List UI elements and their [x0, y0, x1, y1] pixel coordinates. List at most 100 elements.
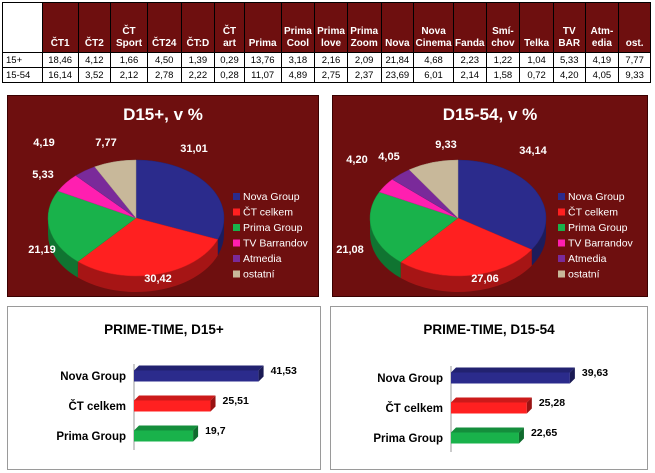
- row-label: 15+: [2, 52, 43, 68]
- bar-front: [134, 370, 259, 382]
- table-cell: 4,20: [552, 67, 586, 83]
- bar-front: [451, 402, 527, 414]
- legend-label: Atmedia: [243, 253, 282, 265]
- bar-side: [526, 397, 532, 414]
- bar-2: [451, 427, 524, 444]
- pie-sides: [370, 218, 546, 292]
- bar-chart-d15: PRIME-TIME, D15+ Nova Group 41,53 ČT celkem…: [56, 322, 297, 450]
- bar-chart-d15-54: PRIME-TIME, D15-54 Nova Group 39,63 ČT celk…: [373, 322, 608, 452]
- bar-2: [134, 425, 199, 442]
- bar-category-label: Nova Group: [60, 371, 126, 383]
- pie-slice-side: [370, 218, 401, 279]
- bar-top: [134, 365, 264, 371]
- table-header-row: ČT1 ČT2 ČT Sport ČT24 ČT:D ČT art Prima Prima C…: [2, 2, 651, 53]
- column-header: ČT art: [214, 2, 245, 53]
- pie-slice: [77, 217, 219, 277]
- table-cell: 4,68: [413, 52, 454, 68]
- pie-value-label: 27,06: [471, 273, 499, 285]
- table-cell: 2,75: [314, 67, 348, 83]
- table-cell: 23,69: [380, 67, 415, 83]
- pie-slice: [94, 159, 137, 219]
- bar-top: [134, 425, 199, 431]
- pie-sides: [48, 218, 224, 292]
- table-cell: 7,77: [618, 52, 651, 68]
- pie-value-label: 4,05: [378, 151, 399, 163]
- legend-label: ČT celkem: [568, 206, 618, 219]
- legend-label: ostatní: [568, 269, 600, 281]
- pie-value-label: 34,14: [519, 145, 547, 157]
- bar-front: [134, 430, 194, 442]
- table-cell: 11,07: [243, 67, 282, 83]
- column-header: ČT:D: [180, 2, 216, 53]
- legend-label: TV Barrandov: [568, 238, 634, 250]
- pie-panel-d15: D15+, v % 31,01 30,42 21,19 5,33 4,19 7,77 Nova…: [7, 95, 319, 297]
- table-row: 15-54 16,14 3,52 2,12 2,78 2,22 0,28 11,07 4,89 2…: [2, 67, 651, 83]
- pie-slice: [47, 190, 137, 262]
- legend-swatch: [233, 270, 240, 278]
- bar-top: [134, 395, 216, 401]
- column-header: Atm-edia: [584, 2, 620, 53]
- pie-slice-side: [77, 239, 218, 292]
- pie-slice: [408, 159, 459, 219]
- pie-slice: [400, 217, 533, 277]
- bar-top: [451, 397, 532, 403]
- bar-category-label: Prima Group: [373, 433, 443, 445]
- bar-top: [451, 367, 575, 373]
- column-header: Nova Cinema: [413, 2, 454, 53]
- table-cell: 2,78: [146, 67, 182, 83]
- table-cell: 1,39: [180, 52, 216, 68]
- column-header: ČT24: [146, 2, 182, 53]
- table-cell: 4,05: [584, 67, 620, 83]
- legend-label: ostatní: [243, 269, 275, 281]
- table-cell: 1,66: [110, 52, 148, 68]
- pie-chart-d15: D15+, v % 31,01 30,42 21,19 5,33 4,19 7,77 Nova…: [28, 105, 309, 292]
- legend-swatch: [233, 208, 240, 216]
- legend-swatch: [558, 270, 565, 278]
- column-header: Prima Zoom: [346, 2, 382, 53]
- table-cell: 0,29: [214, 52, 245, 68]
- bar-side: [193, 425, 199, 442]
- table-cell: 2,12: [110, 67, 148, 83]
- pie-slice-side: [400, 249, 532, 292]
- bar-0: [451, 367, 575, 384]
- bar-value-label: 41,53: [271, 365, 297, 377]
- pie-panel-d15-54: D15-54, v % 34,14 27,06 21,08 4,20 4,05 9,33 No…: [332, 95, 648, 297]
- pie-slice: [135, 159, 225, 240]
- table-corner: [2, 2, 43, 53]
- table-cell: 2,14: [452, 67, 487, 83]
- pie-value-label: 30,42: [144, 273, 172, 285]
- share-table: ČT1 ČT2 ČT Sport ČT24 ČT:D ČT art Prima Prima C…: [2, 2, 651, 83]
- bar-category-label: Prima Group: [56, 431, 126, 443]
- table-cell: 3,18: [280, 52, 316, 68]
- legend-swatch: [233, 193, 240, 200]
- pie-title: D15-54, v %: [443, 105, 538, 124]
- pie-slice-side: [48, 218, 78, 278]
- legend-label: Atmedia: [568, 253, 607, 265]
- table-cell: 2,37: [346, 67, 382, 83]
- column-header: TV BAR: [552, 2, 586, 53]
- table-cell: 4,19: [584, 52, 620, 68]
- bar-front: [134, 400, 211, 412]
- legend-swatch: [233, 224, 240, 231]
- column-header: Prima love: [314, 2, 348, 53]
- bar-0: [134, 365, 264, 382]
- legend-label: ČT celkem: [243, 206, 293, 219]
- bar-value-label: 39,63: [582, 367, 608, 379]
- table-cell: 3,52: [77, 67, 112, 83]
- table-cell: 2,09: [346, 52, 382, 68]
- table-cell: 2,23: [452, 52, 487, 68]
- legend-swatch: [558, 239, 565, 247]
- table-cell: 1,58: [485, 67, 521, 83]
- table-cell: 5,33: [552, 52, 586, 68]
- pie-slice-side: [217, 218, 224, 256]
- column-header: ČT2: [77, 2, 112, 53]
- column-header: Nova: [380, 2, 415, 53]
- pie-value-label: 4,20: [346, 154, 367, 166]
- bar-value-label: 25,51: [223, 395, 249, 407]
- pie-value-label: 9,33: [435, 139, 456, 151]
- column-header: Fanda: [452, 2, 487, 53]
- table-cell: 21,84: [380, 52, 415, 68]
- bar-category-label: Nova Group: [377, 373, 443, 385]
- bar-panel-d15: PRIME-TIME, D15+ Nova Group 41,53 ČT celkem…: [7, 306, 321, 470]
- pie-value-label: 4,19: [33, 137, 54, 149]
